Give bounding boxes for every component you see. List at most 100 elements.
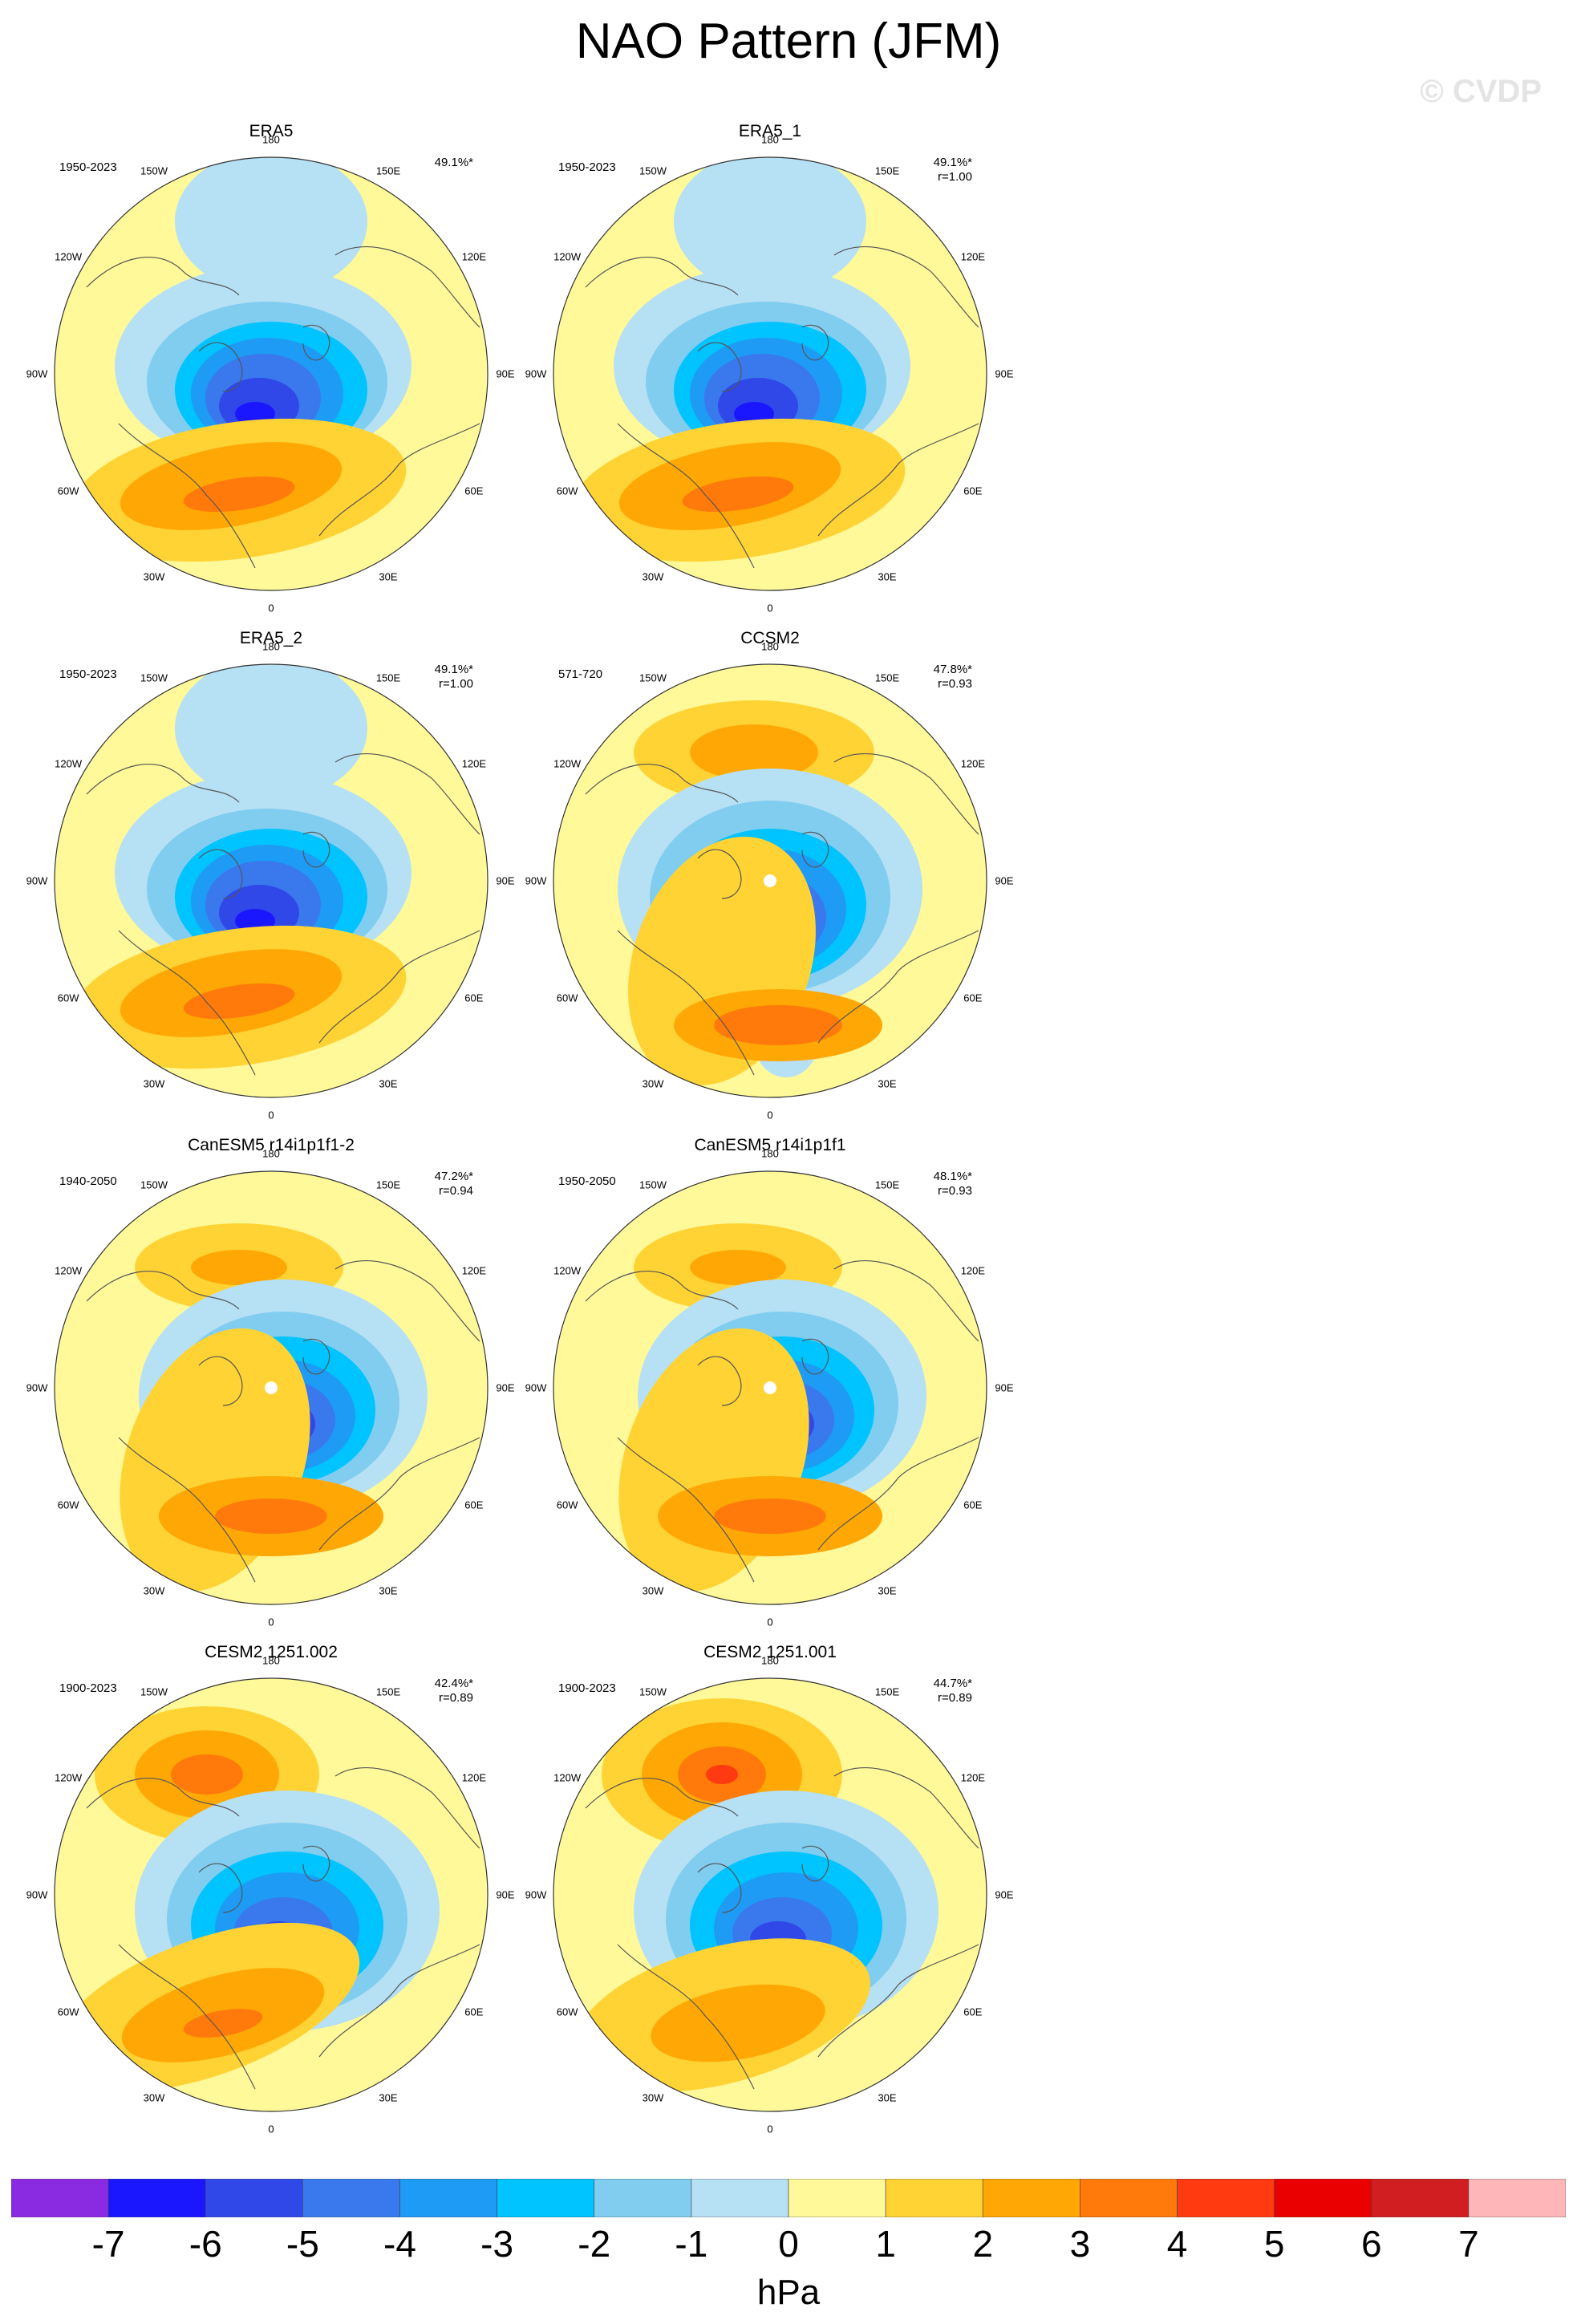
longitude-label: 120E <box>461 1264 487 1277</box>
panel-period: 1950-2050 <box>558 1174 616 1188</box>
variance-explained: 49.1%* <box>434 663 473 676</box>
longitude-label: 60W <box>57 2006 79 2018</box>
colorbar-tick-label: -5 <box>286 2223 319 2265</box>
coastline <box>118 1944 256 2090</box>
colorbar-swatch <box>788 2179 886 2217</box>
longitude-label: 120W <box>55 250 83 263</box>
longitude-label: 60W <box>57 485 79 497</box>
contour-region <box>706 1765 738 1784</box>
watermark: © CVDP <box>1420 74 1542 109</box>
longitude-label: 60E <box>963 485 983 497</box>
polar-map <box>54 156 489 591</box>
colorbar-swatch <box>691 2179 789 2217</box>
longitude-label: 180 <box>262 1654 280 1667</box>
colorbar-swatch <box>1080 2179 1178 2217</box>
longitude-label: 30W <box>143 2091 165 2104</box>
panel-period: 571-720 <box>558 667 603 681</box>
longitude-label: 120W <box>55 757 83 770</box>
panel-period: 1950-2023 <box>558 160 616 174</box>
contour-region <box>682 476 794 513</box>
pole-marker <box>764 1381 776 1394</box>
map-panel: 180 150E 120E 90E 60E 30E 0 30W 60W 90W 120W 150W CC… <box>497 626 1043 1121</box>
map-panel: 180 150E 120E 90E 60E 30E 0 30W 60W 90W 120W 150W Ca… <box>497 1133 1043 1628</box>
longitude-label: 120W <box>553 1771 582 1784</box>
coastline <box>118 930 256 1076</box>
panel-title: CESM2 1251.001 <box>703 1643 837 1661</box>
longitude-label: 90E <box>995 1888 1014 1901</box>
colorbar-tick-label: 6 <box>1360 2223 1382 2265</box>
longitude-label: 60E <box>464 485 484 497</box>
colorbar-swatch <box>302 2179 400 2217</box>
coastline <box>801 324 829 361</box>
panel-period: 1950-2023 <box>59 667 117 681</box>
longitude-label: 30W <box>143 570 165 583</box>
coastline <box>585 1777 739 1817</box>
longitude-label: 30E <box>878 1077 897 1090</box>
longitude-label: 90E <box>496 874 515 887</box>
longitude-label: 90E <box>496 1888 515 1901</box>
contour-region <box>183 2009 263 2038</box>
longitude-label: 90W <box>525 1888 547 1901</box>
polar-map <box>553 1677 987 2112</box>
longitude-label: 90W <box>26 1888 48 1901</box>
polar-map <box>553 156 987 591</box>
longitude-label: 60E <box>464 1499 484 1511</box>
coastline <box>118 1437 256 1583</box>
longitude-label: 90W <box>26 367 48 380</box>
pattern-correlation: r=0.93 <box>938 677 972 691</box>
panel-stats: 49.1%* r=1.00 <box>435 663 473 692</box>
map-boundary <box>553 156 987 591</box>
coastline <box>118 423 256 569</box>
panel-period: 1950-2023 <box>59 160 117 174</box>
longitude-label: 0 <box>767 1616 773 1628</box>
longitude-label: 30E <box>379 2091 398 2104</box>
longitude-label: 150E <box>375 164 401 177</box>
polar-map <box>54 1677 489 2112</box>
colorbar-swatch <box>1274 2179 1372 2217</box>
longitude-label: 150W <box>639 1178 667 1191</box>
map-panel: 180 150E 120E 90E 60E 30E 0 30W 60W 90W 120W 150W Ca… <box>0 1133 544 1628</box>
longitude-label: 120W <box>553 757 582 770</box>
contour-region <box>191 1250 287 1285</box>
panel-title: ERA5_1 <box>738 122 802 140</box>
longitude-label: 180 <box>761 133 779 146</box>
colorbar-swatch <box>497 2179 595 2217</box>
coastline <box>617 1437 755 1583</box>
coastline <box>86 1777 240 1817</box>
longitude-label: 90W <box>26 1381 48 1394</box>
coastline <box>318 423 480 537</box>
longitude-label: 90W <box>26 874 48 887</box>
coastline <box>697 1356 742 1406</box>
variance-explained: 47.8%* <box>933 663 972 676</box>
contour-region <box>175 664 367 801</box>
longitude-label: 60W <box>57 992 79 1004</box>
longitude-label: 150W <box>639 671 667 684</box>
longitude-label: 150E <box>375 1178 401 1191</box>
colorbar-tick-label: -1 <box>675 2223 708 2265</box>
longitude-label: 150E <box>874 164 900 177</box>
coastline <box>198 1356 243 1406</box>
colorbar-tick-label: 0 <box>778 2223 799 2265</box>
longitude-label: 60W <box>556 485 578 497</box>
map-boundary <box>54 663 489 1098</box>
longitude-label: 180 <box>761 1147 779 1160</box>
variance-explained: 44.7%* <box>933 1677 972 1690</box>
variance-explained: 49.1%* <box>434 156 473 169</box>
contour-region <box>690 724 818 781</box>
colorbar-tick-label: 2 <box>972 2223 994 2265</box>
longitude-label: 150E <box>874 671 900 684</box>
variance-explained: 47.2%* <box>434 1170 473 1183</box>
coastline <box>801 831 829 868</box>
colorbar-swatch <box>1371 2179 1470 2217</box>
longitude-label: 90E <box>995 874 1014 887</box>
longitude-label: 120E <box>461 250 487 263</box>
coastline <box>617 1944 755 2090</box>
panel-title: CESM2 1251.002 <box>205 1643 338 1661</box>
longitude-label: 30W <box>642 1077 664 1090</box>
longitude-label: 180 <box>761 1654 779 1667</box>
coastline <box>801 1338 829 1375</box>
colorbar-tick-label: 7 <box>1458 2223 1479 2265</box>
longitude-label: 60E <box>963 1499 983 1511</box>
coastline <box>334 246 480 328</box>
longitude-label: 150W <box>639 1685 667 1698</box>
